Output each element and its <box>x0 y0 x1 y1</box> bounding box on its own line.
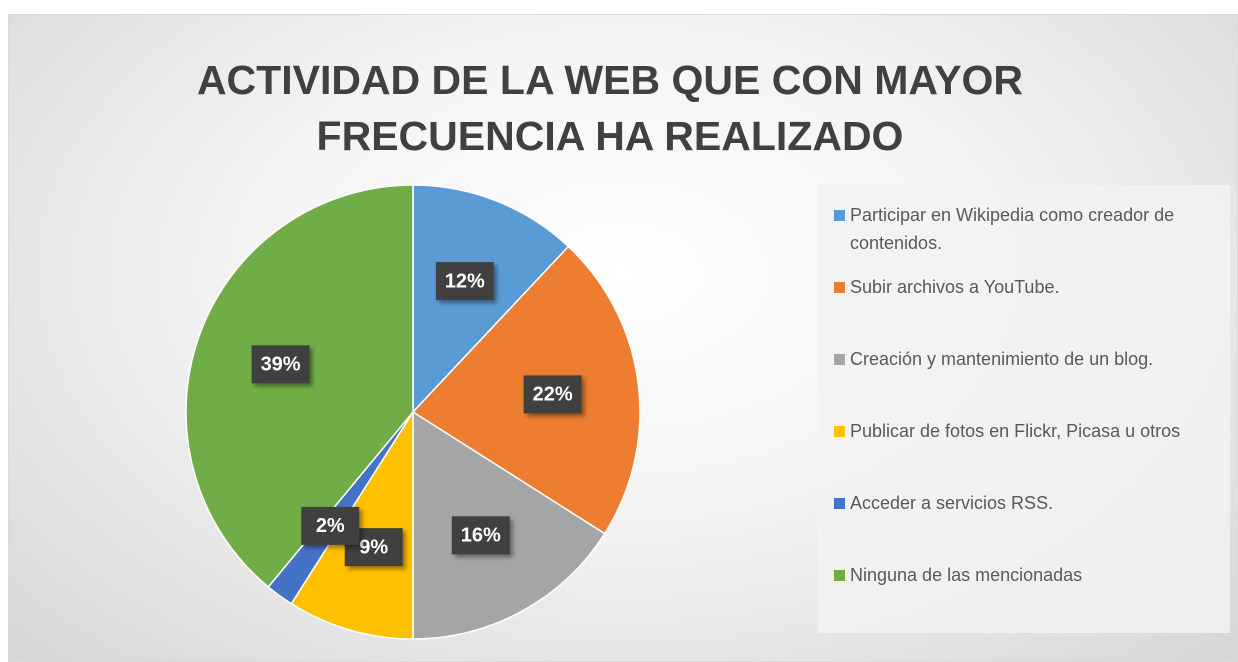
legend-label: Subir archivos a YouTube. <box>850 277 1060 297</box>
data-label-box <box>523 375 582 414</box>
data-label-text: 2% <box>316 515 345 537</box>
legend-swatch <box>834 570 845 581</box>
legend-label: Participar en Wikipedia como creador de … <box>850 205 1175 253</box>
legend-swatch <box>834 426 845 437</box>
data-label-text: 9% <box>359 536 388 558</box>
legend-label: Publicar de fotos en Flickr, Picasa u ot… <box>850 421 1181 441</box>
legend-item: Acceder a servicios RSS. <box>834 489 1224 517</box>
legend-item: Subir archivos a YouTube. <box>834 273 1224 301</box>
legend-label: Ninguna de las mencionadas <box>850 565 1083 585</box>
data-label-box <box>301 506 360 545</box>
chart-title: ACTIVIDAD DE LA WEB QUE CON MAYOR FRECUE… <box>196 57 1024 159</box>
data-label-text: 22% <box>533 384 573 406</box>
data-label-text: 39% <box>261 354 301 376</box>
legend-swatch <box>834 282 845 293</box>
data-label: 16% <box>451 516 510 555</box>
data-label: 22% <box>523 375 582 414</box>
legend-label: Acceder a servicios RSS. <box>850 493 1054 513</box>
legend-item: Publicar de fotos en Flickr, Picasa u ot… <box>834 417 1224 445</box>
data-label-box <box>435 262 494 301</box>
legend-item: Creación y mantenimiento de un blog. <box>834 345 1224 373</box>
data-label-text: 12% <box>445 270 485 292</box>
data-label: 12% <box>435 262 494 301</box>
legend-item: Participar en Wikipedia como creador de … <box>834 201 1224 257</box>
data-label-box <box>451 516 510 555</box>
legend: Participar en Wikipedia como creador de … <box>818 185 1230 633</box>
legend-item: Ninguna de las mencionadas <box>834 561 1224 589</box>
data-label: 39% <box>251 345 310 384</box>
legend-swatch <box>834 354 845 365</box>
data-label-text: 16% <box>461 525 501 547</box>
legend-swatch <box>834 498 845 509</box>
pie-slice <box>185 184 414 588</box>
data-label: 2% <box>301 506 360 545</box>
data-label-box <box>251 345 310 384</box>
legend-swatch <box>834 210 845 221</box>
legend-label: Creación y mantenimiento de un blog. <box>850 349 1154 369</box>
